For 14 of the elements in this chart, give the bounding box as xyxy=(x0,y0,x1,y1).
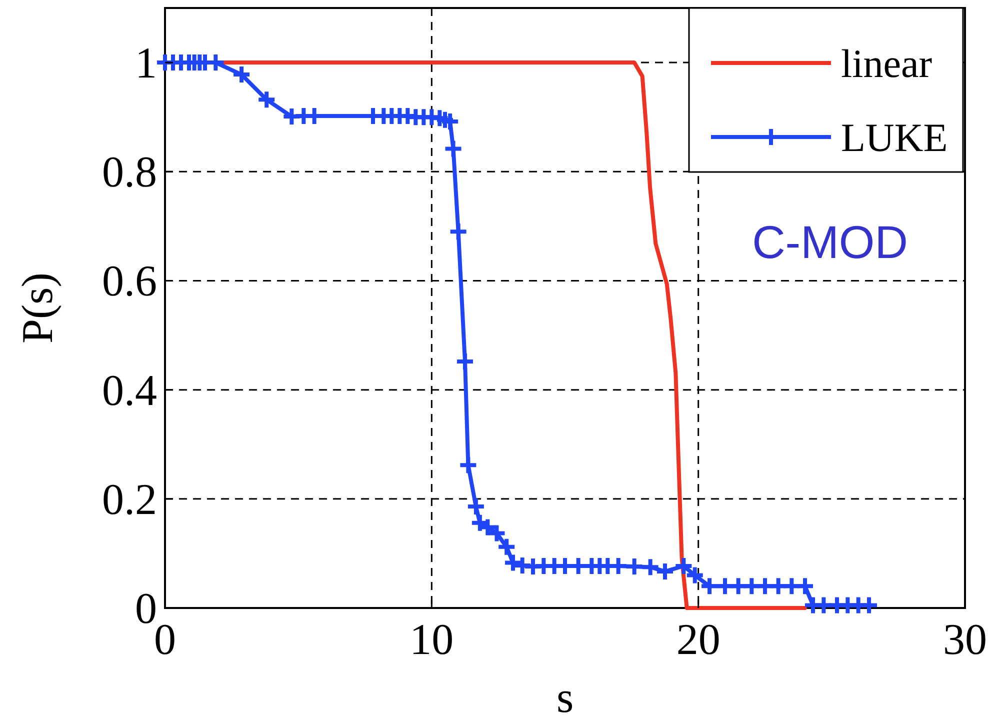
y-axis-title: P(s) xyxy=(13,272,62,344)
x-tick-label: 10 xyxy=(410,615,454,664)
y-tick-label: 1 xyxy=(135,38,157,88)
x-axis-title: s xyxy=(556,673,574,722)
x-tick-label: 30 xyxy=(943,615,987,664)
legend-label: LUKE xyxy=(841,115,948,160)
y-tick-label: 0.2 xyxy=(102,474,157,524)
x-tick-label: 20 xyxy=(676,615,720,664)
y-tick-label: 0.6 xyxy=(102,256,157,306)
legend-label: linear xyxy=(841,41,932,86)
y-tick-label: 0.8 xyxy=(102,148,157,197)
y-tick-label: 0 xyxy=(135,584,157,633)
y-tick-label: 0.4 xyxy=(102,366,157,415)
annotation: C-MOD xyxy=(752,216,908,268)
